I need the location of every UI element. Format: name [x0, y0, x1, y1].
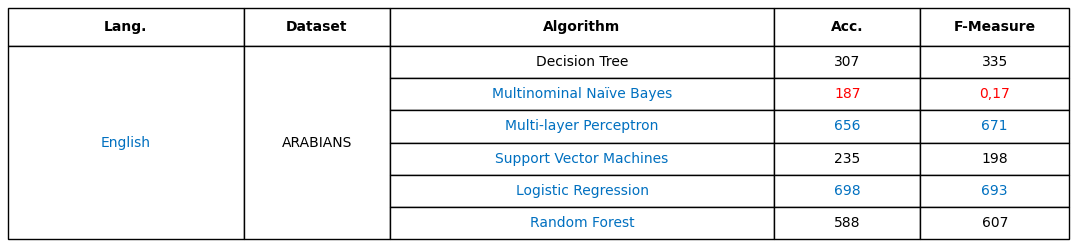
Bar: [921, 8, 1069, 46]
Bar: [390, 46, 774, 78]
Text: 698: 698: [834, 184, 861, 198]
Bar: [243, 8, 390, 46]
Bar: [774, 78, 921, 110]
Text: Logistic Regression: Logistic Regression: [516, 184, 648, 198]
Bar: [243, 46, 390, 239]
Text: 307: 307: [834, 55, 861, 69]
Bar: [921, 175, 1069, 207]
Text: F-Measure: F-Measure: [953, 20, 1036, 34]
Bar: [921, 207, 1069, 239]
Text: 693: 693: [981, 184, 1008, 198]
Text: Dataset: Dataset: [286, 20, 348, 34]
Bar: [774, 143, 921, 175]
Text: 335: 335: [981, 55, 1008, 69]
Text: Acc.: Acc.: [831, 20, 864, 34]
Bar: [390, 110, 774, 143]
Text: 656: 656: [834, 120, 861, 133]
Bar: [921, 78, 1069, 110]
Bar: [8, 8, 243, 46]
Bar: [774, 8, 921, 46]
Bar: [390, 78, 774, 110]
Bar: [390, 175, 774, 207]
Text: 671: 671: [981, 120, 1008, 133]
Bar: [774, 207, 921, 239]
Bar: [390, 143, 774, 175]
Bar: [774, 46, 921, 78]
Text: Algorithm: Algorithm: [544, 20, 620, 34]
Text: 607: 607: [981, 216, 1008, 230]
Bar: [921, 110, 1069, 143]
Bar: [921, 143, 1069, 175]
Text: Support Vector Machines: Support Vector Machines: [495, 152, 669, 166]
Text: ARABIANS: ARABIANS: [281, 136, 352, 149]
Text: 187: 187: [834, 87, 861, 101]
Text: 588: 588: [834, 216, 861, 230]
Bar: [390, 207, 774, 239]
Bar: [390, 8, 774, 46]
Text: English: English: [101, 136, 151, 149]
Text: Multinominal Naïve Bayes: Multinominal Naïve Bayes: [492, 87, 672, 101]
Text: 198: 198: [981, 152, 1008, 166]
Text: 235: 235: [834, 152, 861, 166]
Bar: [774, 175, 921, 207]
Bar: [774, 110, 921, 143]
Text: Decision Tree: Decision Tree: [536, 55, 628, 69]
Text: Lang.: Lang.: [104, 20, 148, 34]
Text: Multi-layer Perceptron: Multi-layer Perceptron: [505, 120, 659, 133]
Text: 0,17: 0,17: [979, 87, 1010, 101]
Bar: [921, 46, 1069, 78]
Text: Random Forest: Random Forest: [530, 216, 634, 230]
Bar: [8, 46, 243, 239]
